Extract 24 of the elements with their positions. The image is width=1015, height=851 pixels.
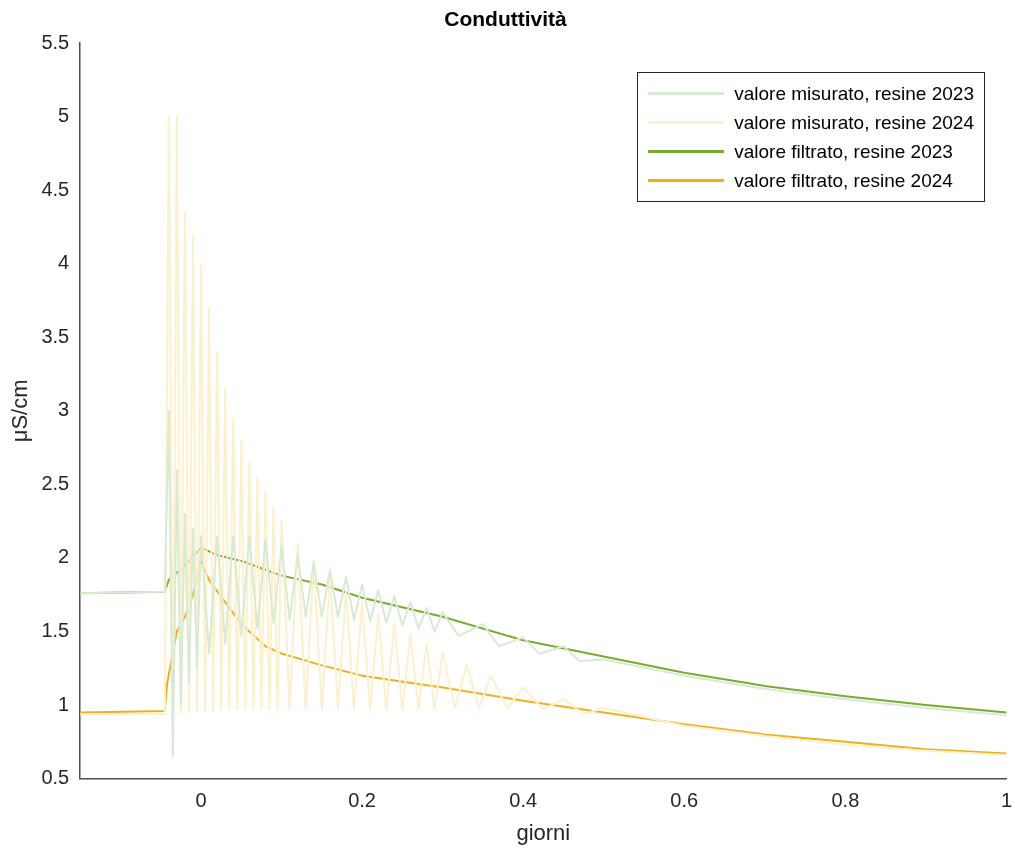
x-axis-title: giorni — [516, 819, 571, 845]
y-tick-label: 0.5 — [41, 766, 70, 789]
y-tick-label: 4 — [58, 251, 70, 274]
y-tick-label: 5 — [58, 104, 70, 127]
y-tick-label: 3 — [58, 398, 70, 421]
y-axis-title: μS/cm — [7, 379, 33, 443]
legend-label: valore misurato, resine 2023 — [734, 82, 974, 105]
x-tick-label: 0 — [195, 789, 207, 812]
x-tick-label: 0.6 — [670, 789, 699, 812]
y-tick-label: 1.5 — [41, 619, 70, 642]
y-tick-label: 2.5 — [41, 471, 70, 494]
chart-title: Conduttività — [444, 7, 568, 31]
legend-label: valore filtrato, resine 2024 — [734, 169, 953, 192]
x-tick-label: 1 — [1000, 789, 1012, 812]
y-tick-label: 2 — [58, 545, 70, 568]
y-tick-label: 1 — [58, 692, 70, 715]
y-tick-label: 3.5 — [41, 324, 70, 347]
legend-label: valore misurato, resine 2024 — [734, 111, 974, 134]
y-tick-label: 5.5 — [41, 30, 70, 53]
x-tick-label: 0.4 — [509, 789, 538, 812]
legend-label: valore filtrato, resine 2023 — [734, 140, 953, 163]
x-tick-label: 0.2 — [348, 789, 377, 812]
x-tick-label: 0.8 — [831, 789, 860, 812]
y-tick-label: 4.5 — [41, 177, 70, 200]
